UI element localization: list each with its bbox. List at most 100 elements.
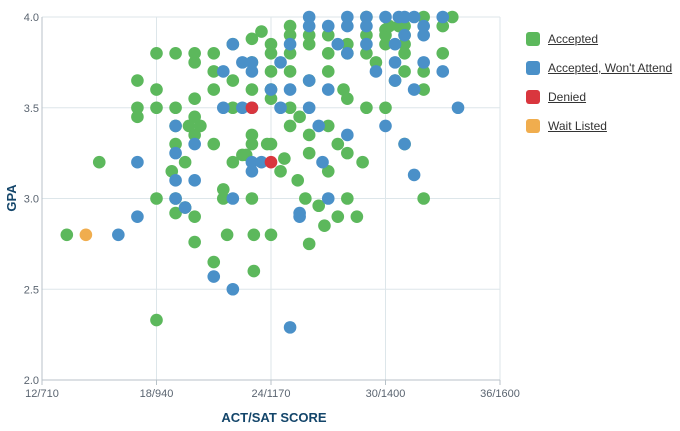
data-point	[321, 65, 335, 78]
series-denied	[245, 101, 278, 169]
data-point	[398, 28, 411, 42]
data-point	[398, 65, 411, 78]
data-point	[293, 110, 306, 124]
data-point	[247, 228, 261, 242]
data-point	[245, 56, 259, 69]
data-point	[245, 32, 259, 46]
data-point	[216, 183, 230, 196]
data-point	[302, 74, 316, 87]
data-point	[264, 155, 278, 169]
data-point	[283, 28, 297, 42]
data-point	[274, 164, 287, 178]
data-point	[293, 206, 306, 220]
data-point	[350, 210, 364, 223]
data-point	[321, 83, 335, 96]
data-point	[302, 237, 316, 251]
data-point	[360, 10, 373, 24]
data-point	[369, 56, 383, 69]
data-point	[131, 210, 144, 223]
data-point	[245, 65, 259, 78]
data-point	[226, 74, 240, 87]
data-point	[245, 128, 259, 142]
data-point	[188, 56, 201, 69]
data-point	[150, 313, 163, 327]
legend-item[interactable]: Denied	[526, 88, 672, 106]
legend-item[interactable]: Accepted, Won't Attend	[526, 59, 672, 77]
data-point	[388, 74, 402, 87]
data-point	[417, 28, 430, 42]
data-point	[331, 210, 345, 223]
data-point	[169, 101, 182, 115]
legend-item[interactable]: Wait Listed	[526, 117, 672, 135]
data-point	[207, 137, 221, 151]
x-tick-label: 12/710	[25, 388, 59, 400]
data-point	[302, 37, 316, 51]
legend-label: Wait Listed	[548, 119, 607, 133]
y-tick-label: 2.5	[24, 284, 39, 296]
data-point	[312, 199, 326, 213]
data-point	[436, 65, 450, 78]
data-point	[436, 19, 450, 33]
legend-label: Denied	[548, 90, 587, 104]
data-point	[207, 65, 221, 78]
data-point	[169, 137, 182, 151]
data-point	[188, 210, 201, 223]
data-point	[360, 47, 373, 60]
data-point	[379, 37, 392, 51]
data-point	[398, 19, 411, 33]
data-point	[321, 28, 335, 42]
data-point	[417, 10, 430, 24]
data-point	[245, 164, 259, 178]
data-point	[264, 228, 278, 242]
data-point	[245, 155, 259, 169]
data-point	[207, 255, 221, 269]
data-point	[188, 137, 201, 151]
y-axis-title: GPA	[4, 184, 19, 212]
data-point	[226, 282, 240, 296]
data-point	[331, 137, 345, 151]
data-point	[321, 119, 335, 133]
data-point	[60, 228, 74, 242]
data-point	[316, 155, 329, 169]
data-point	[92, 155, 106, 169]
data-point	[451, 101, 465, 115]
data-point	[112, 228, 125, 242]
data-point	[302, 10, 316, 24]
data-point	[445, 10, 459, 24]
data-point	[226, 101, 240, 115]
data-point	[283, 47, 297, 60]
data-point	[220, 228, 234, 242]
data-point	[274, 56, 287, 69]
data-point	[360, 28, 373, 42]
data-point	[398, 47, 411, 60]
data-point	[331, 37, 345, 51]
data-point	[131, 74, 144, 87]
data-point	[369, 65, 383, 78]
legend-item[interactable]: Accepted	[526, 30, 672, 48]
data-point	[236, 56, 249, 69]
legend-swatch	[526, 119, 540, 133]
legend-label: Accepted	[548, 32, 599, 46]
x-tick-label: 24/1170	[252, 388, 291, 400]
data-point	[398, 10, 411, 24]
data-point	[283, 19, 297, 33]
data-point	[278, 152, 291, 165]
data-point	[379, 101, 392, 115]
data-point	[264, 47, 278, 60]
data-point	[169, 192, 182, 205]
x-tick-label: 36/1600	[480, 388, 520, 400]
data-point	[360, 37, 373, 51]
data-point	[188, 128, 201, 142]
legend-swatch	[526, 32, 540, 46]
data-point	[417, 83, 430, 96]
data-point	[341, 92, 354, 105]
data-point	[291, 174, 305, 187]
data-point	[188, 174, 201, 187]
y-tick-label: 3.5	[24, 103, 39, 115]
data-point	[247, 264, 261, 278]
data-point	[150, 47, 163, 60]
legend-swatch	[526, 90, 540, 104]
data-point	[150, 101, 163, 115]
data-point	[194, 119, 207, 133]
data-point	[341, 192, 354, 205]
